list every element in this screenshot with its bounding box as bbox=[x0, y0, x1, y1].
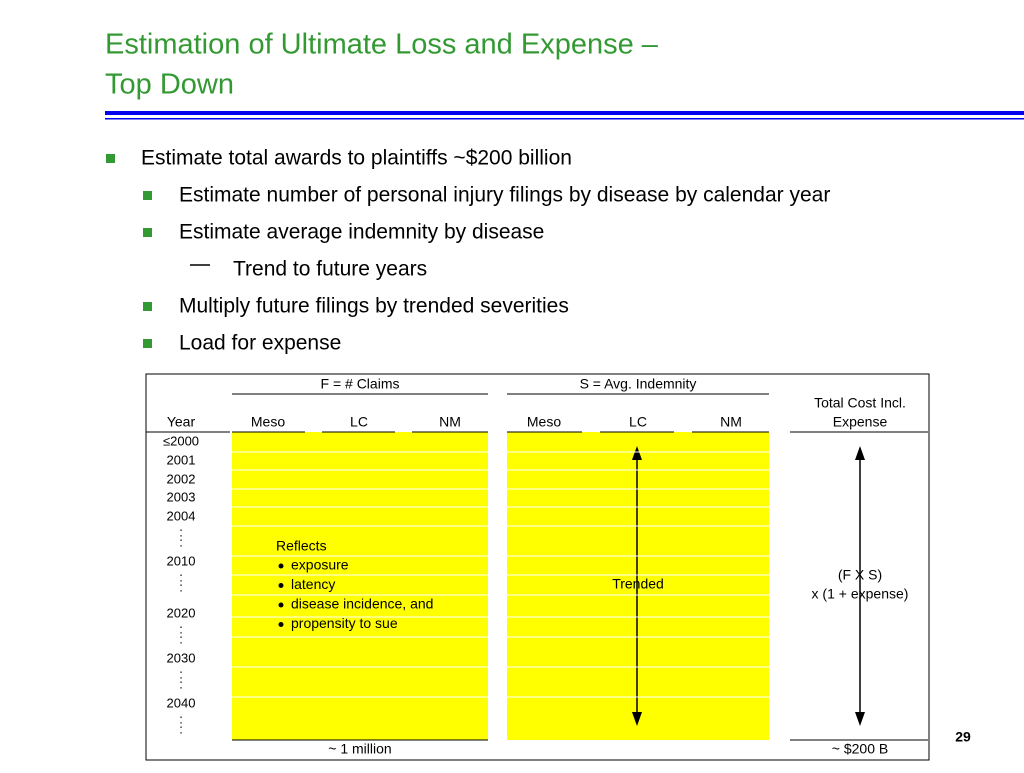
footer-value: ~ $200 B bbox=[832, 741, 888, 757]
bullet-text: Estimate total awards to plaintiffs ~$20… bbox=[141, 147, 572, 170]
year: : bbox=[179, 666, 183, 681]
year: : bbox=[179, 524, 183, 539]
year: : bbox=[179, 569, 183, 584]
column-header: NM bbox=[439, 414, 461, 430]
column-header: LC bbox=[350, 414, 368, 430]
formula: (F X S) bbox=[838, 567, 882, 583]
table-border bbox=[145, 373, 930, 761]
page-number: 29 bbox=[955, 729, 971, 745]
bullet-text: Estimate average indemnity by disease bbox=[179, 221, 544, 244]
item-dot bbox=[278, 583, 284, 588]
item-dot bbox=[278, 563, 284, 569]
reflects-item: exposure bbox=[291, 557, 349, 573]
bullet-text: Load for expense bbox=[179, 332, 341, 355]
arrow-head bbox=[855, 712, 865, 726]
year: 2030 bbox=[167, 650, 196, 665]
column-header: Meso bbox=[251, 414, 285, 430]
year: : bbox=[179, 676, 183, 691]
bullet-marker bbox=[143, 339, 152, 348]
arrow-head bbox=[855, 446, 865, 460]
bullet-marker bbox=[143, 302, 152, 311]
item-dot bbox=[278, 602, 284, 608]
bullet-marker bbox=[143, 228, 152, 237]
indemnity-block bbox=[507, 432, 769, 740]
reflects-item: latency bbox=[291, 576, 335, 592]
column-header: Year bbox=[167, 414, 196, 430]
year: : bbox=[179, 631, 183, 646]
year: : bbox=[179, 721, 183, 736]
formula: x (1 + expense) bbox=[812, 586, 909, 602]
arrow-head bbox=[632, 446, 642, 460]
reflects-item: disease incidence, and bbox=[291, 596, 433, 612]
bullet-text: Multiply future filings by trended sever… bbox=[179, 295, 569, 318]
bullet-marker bbox=[106, 154, 115, 163]
title-line: Top Down bbox=[105, 69, 234, 101]
footer-value: ~ 1 million bbox=[328, 741, 391, 757]
year: 2004 bbox=[167, 508, 196, 523]
total-header: Expense bbox=[833, 414, 888, 430]
reflects-item: propensity to sue bbox=[291, 615, 398, 631]
item-dot bbox=[278, 622, 284, 627]
title-line: Estimation of Ultimate Loss and Expense … bbox=[105, 29, 659, 61]
year: 2020 bbox=[167, 605, 196, 620]
year: : bbox=[179, 621, 183, 636]
total-header: Total Cost Incl. bbox=[814, 395, 906, 411]
trended-label: Trended bbox=[612, 576, 664, 592]
group-header: F = # Claims bbox=[321, 376, 400, 392]
year: 2002 bbox=[167, 471, 196, 486]
rule bbox=[105, 118, 1024, 120]
bullet-marker bbox=[143, 191, 152, 200]
arrow-head bbox=[632, 712, 642, 726]
year: ≤2000 bbox=[163, 433, 199, 448]
column-header: Meso bbox=[527, 414, 561, 430]
year: 2001 bbox=[167, 452, 196, 467]
year: 2040 bbox=[167, 695, 196, 710]
year: : bbox=[179, 711, 183, 726]
year: : bbox=[179, 534, 183, 549]
year: : bbox=[179, 579, 183, 594]
bullet-text: Trend to future years bbox=[233, 258, 427, 281]
year: 2010 bbox=[167, 553, 196, 568]
rule bbox=[105, 111, 1024, 115]
column-header: NM bbox=[720, 414, 742, 430]
claims-block bbox=[232, 432, 488, 740]
reflects-heading: Reflects bbox=[276, 538, 327, 554]
group-header: S = Avg. Indemnity bbox=[580, 376, 697, 392]
year: 2003 bbox=[167, 489, 196, 504]
bullet-text: Estimate number of personal injury filin… bbox=[179, 184, 830, 207]
column-header: LC bbox=[629, 414, 647, 430]
